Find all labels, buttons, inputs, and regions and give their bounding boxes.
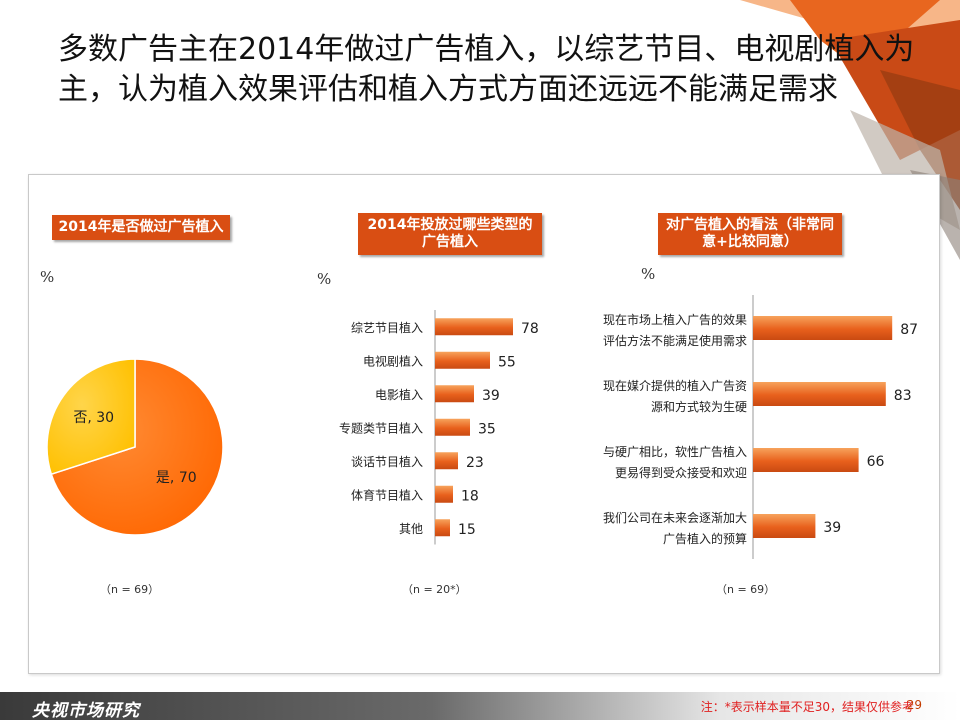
- data-label: 78: [521, 321, 539, 337]
- pie-slice-no: [46, 358, 136, 476]
- category-label: 现在媒介提供的植入广告资: [603, 378, 747, 393]
- data-label: 83: [894, 388, 912, 404]
- category-label: 源和方式较为生硬: [651, 399, 747, 414]
- data-label: 35: [478, 421, 496, 437]
- panel-1-label: 2014年是否做过广告植入: [52, 215, 230, 240]
- decorative-ribbon-graphic: [740, 0, 960, 260]
- pie-chart: 是, 70 否, 30: [46, 358, 224, 536]
- pie-slice-yes: [50, 358, 224, 536]
- category-label: 谈话节目植入: [351, 454, 423, 469]
- bar: [753, 316, 893, 340]
- data-label: 23: [466, 455, 484, 471]
- footer-note: 注：*表示样本量不足30，结果仅供参考: [700, 700, 914, 714]
- category-label: 体育节目植入: [351, 487, 423, 502]
- bar: [753, 382, 886, 406]
- data-label: 15: [458, 522, 476, 538]
- pie-label: 是, 70: [156, 470, 197, 486]
- category-label: 更易得到受众接受和欢迎: [615, 465, 747, 480]
- panel-3-sample-size: （n = 69）: [716, 583, 776, 596]
- bar: [435, 452, 458, 470]
- category-label: 电影植入: [375, 387, 423, 402]
- data-label: 66: [867, 454, 885, 470]
- bar: [435, 485, 453, 503]
- category-label: 专题类节目植入: [339, 420, 423, 435]
- bar: [753, 448, 859, 472]
- panel-3-unit: %: [641, 265, 656, 283]
- data-label: 39: [823, 520, 841, 536]
- footer-brand-logo: 央视市场研究: [32, 701, 140, 721]
- category-label: 广告植入的预算: [663, 531, 747, 546]
- slide-title: 多数广告主在2014年做过广告植入，以综艺节目、电视剧植入为主，认为植入效果评估…: [58, 32, 915, 107]
- bar: [435, 385, 474, 403]
- category-label: 与硬广相比，软性广告植入: [603, 444, 747, 459]
- bar: [435, 351, 490, 369]
- footer-bar: [0, 692, 960, 720]
- bar: [435, 418, 470, 436]
- data-label: 55: [498, 354, 516, 370]
- bar: [753, 514, 816, 538]
- category-label: 其他: [399, 522, 423, 536]
- data-label: 39: [482, 388, 500, 404]
- category-label: 我们公司在未来会逐渐加大: [603, 510, 747, 525]
- data-label: 18: [461, 488, 479, 504]
- category-label: 评估方法不能满足使用需求: [603, 333, 747, 348]
- panel-1-unit: %: [40, 268, 55, 286]
- panel-1-sample-size: （n = 69）: [100, 583, 160, 596]
- category-label: 电视剧植入: [363, 353, 423, 368]
- bar: [435, 318, 513, 336]
- bar: [435, 519, 450, 537]
- panel-2-sample-size: （n = 20*）: [402, 583, 467, 596]
- bar-chart-placement-types: 综艺节目植入 78 电视剧植入 55 电影植入 39 专题类节目植入 35 谈话节目植入 23 体育…: [339, 310, 539, 545]
- pie-label: 否, 30: [73, 410, 114, 426]
- panel-2-label: 2014年投放过哪些类型的广告植入: [358, 213, 542, 255]
- page-number: 29: [906, 698, 922, 712]
- category-label: 综艺节目植入: [351, 320, 423, 335]
- data-label: 87: [900, 322, 918, 338]
- panel-2-unit: %: [317, 270, 332, 288]
- category-label: 现在市场上植入广告的效果: [603, 312, 747, 327]
- panel-3-label: 对广告植入的看法（非常同意+比较同意）: [658, 213, 842, 255]
